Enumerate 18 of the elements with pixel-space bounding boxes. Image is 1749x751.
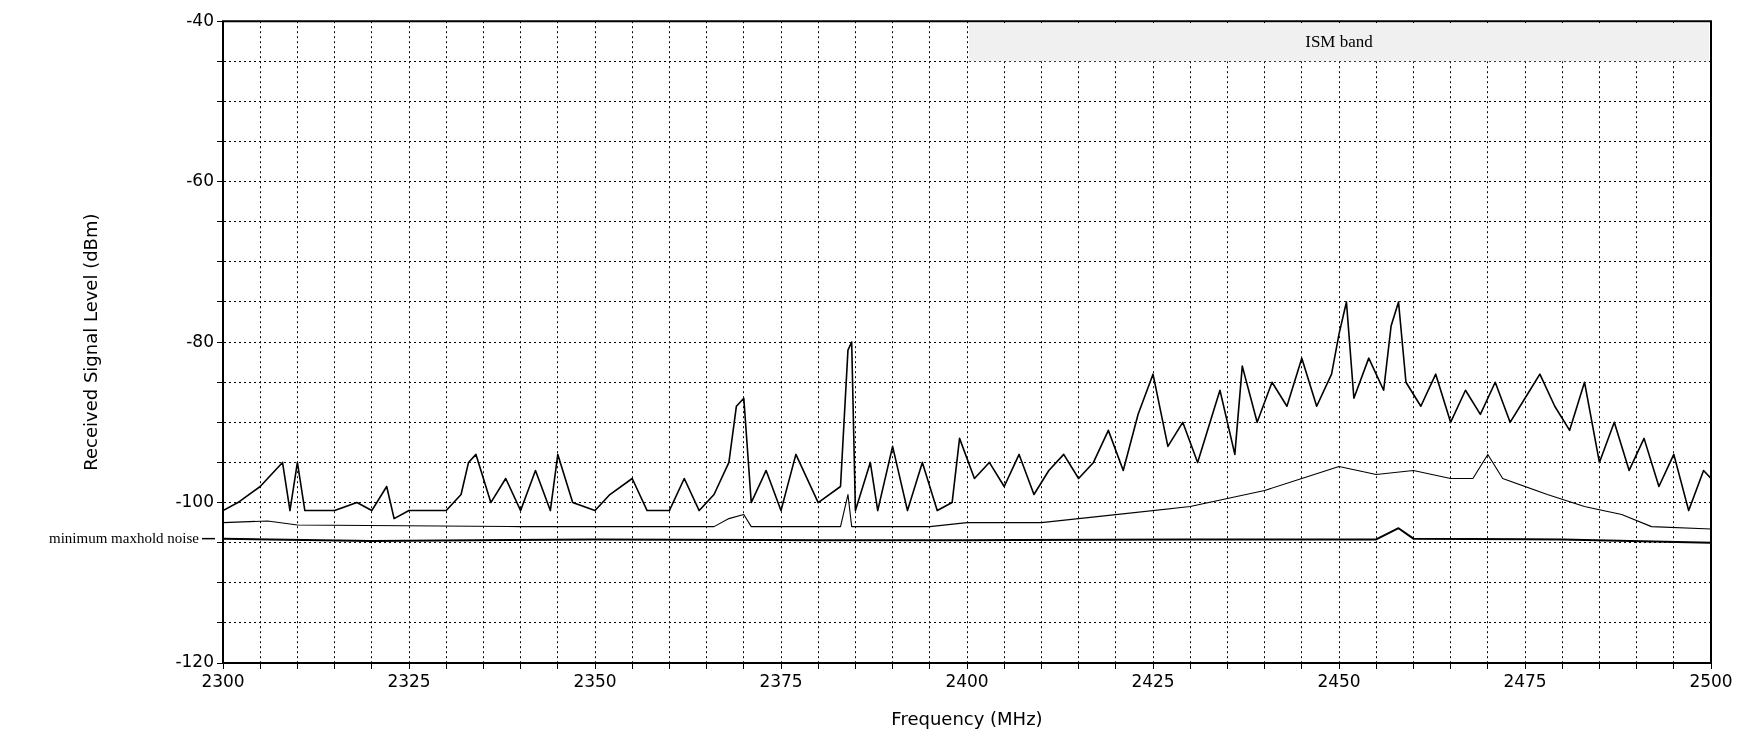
band-label: ISM band xyxy=(1305,31,1374,51)
y-tick-label: -80 xyxy=(186,330,214,351)
x-tick-label: 2475 xyxy=(1503,670,1547,691)
x-tick-label: 2350 xyxy=(573,670,617,691)
x-tick-label: 2425 xyxy=(1131,670,1175,691)
y-tick-label: -60 xyxy=(186,170,214,191)
x-tick-label: 2450 xyxy=(1317,670,1361,691)
x-tick-label: 2325 xyxy=(387,670,431,691)
x-tick-label: 2500 xyxy=(1689,670,1733,691)
x-tick-label: 2400 xyxy=(945,670,989,691)
ref-line-label: minimum maxhold noise xyxy=(49,529,200,546)
y-axis-title: Received Signal Level (dBm) xyxy=(80,213,102,471)
y-tick-label: -120 xyxy=(175,651,214,672)
x-tick-label: 2300 xyxy=(201,670,245,691)
x-tick-label: 2375 xyxy=(759,670,803,691)
y-tick-label: -100 xyxy=(175,490,214,511)
x-axis-title: Frequency (MHz) xyxy=(891,707,1043,729)
y-tick-label: -40 xyxy=(186,9,214,30)
